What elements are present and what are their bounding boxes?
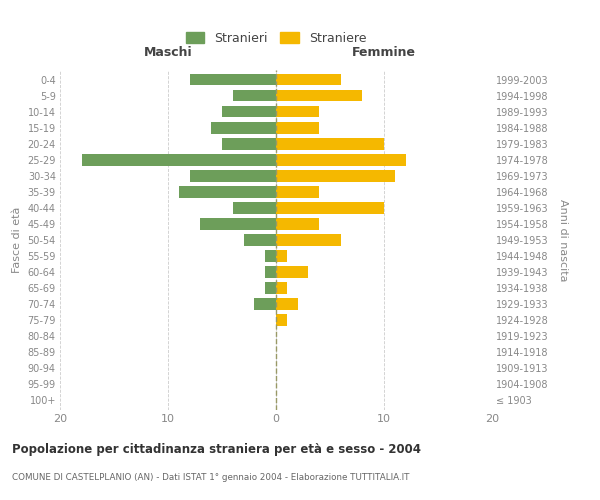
Bar — [276, 186, 319, 198]
Bar — [265, 282, 276, 294]
Bar — [233, 90, 276, 102]
Bar — [82, 154, 276, 166]
Bar — [276, 106, 319, 118]
Bar — [276, 90, 362, 102]
Bar — [276, 74, 341, 86]
Bar — [190, 74, 276, 86]
Bar — [276, 282, 287, 294]
Bar — [276, 202, 384, 213]
Bar — [244, 234, 276, 246]
Bar — [222, 138, 276, 149]
Text: Maschi: Maschi — [143, 46, 193, 59]
Bar — [276, 250, 287, 262]
Bar — [190, 170, 276, 181]
Text: COMUNE DI CASTELPLANIO (AN) - Dati ISTAT 1° gennaio 2004 - Elaborazione TUTTITAL: COMUNE DI CASTELPLANIO (AN) - Dati ISTAT… — [12, 472, 409, 482]
Bar — [179, 186, 276, 198]
Bar — [211, 122, 276, 134]
Bar — [276, 154, 406, 166]
Text: Popolazione per cittadinanza straniera per età e sesso - 2004: Popolazione per cittadinanza straniera p… — [12, 442, 421, 456]
Bar — [276, 298, 298, 310]
Bar — [276, 234, 341, 246]
Bar — [276, 170, 395, 181]
Bar — [265, 250, 276, 262]
Text: Femmine: Femmine — [352, 46, 416, 59]
Bar — [254, 298, 276, 310]
Bar — [276, 266, 308, 278]
Bar — [200, 218, 276, 230]
Bar — [276, 138, 384, 149]
Y-axis label: Fasce di età: Fasce di età — [12, 207, 22, 273]
Bar — [265, 266, 276, 278]
Y-axis label: Anni di nascita: Anni di nascita — [559, 198, 568, 281]
Bar — [222, 106, 276, 118]
Bar — [276, 314, 287, 326]
Legend: Stranieri, Straniere: Stranieri, Straniere — [185, 32, 367, 45]
Bar — [276, 218, 319, 230]
Bar — [233, 202, 276, 213]
Bar — [276, 122, 319, 134]
